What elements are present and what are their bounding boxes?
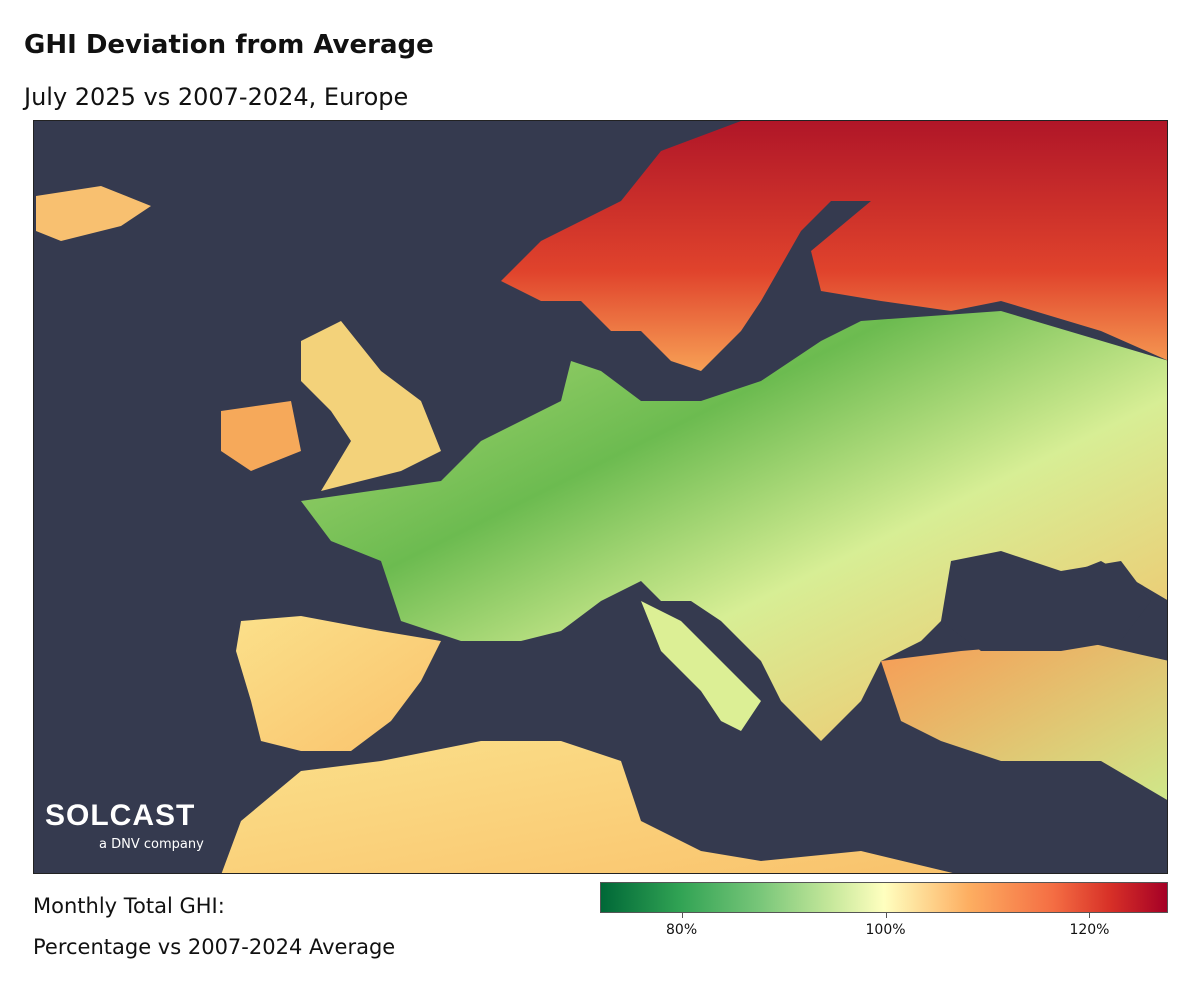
- colorbar-tick-label: 80%: [666, 922, 698, 938]
- land-iberia: [236, 616, 441, 751]
- land-north: [501, 121, 1167, 371]
- legend-label-line1: Monthly Total GHI:: [33, 894, 225, 918]
- ghi-deviation-map: SOLCAST a DNV company: [33, 120, 1168, 874]
- land-central-europe: [301, 311, 1167, 741]
- land-iceland: [36, 186, 151, 241]
- map-title: GHI Deviation from Average: [24, 30, 434, 60]
- map-svg: [36, 121, 1167, 873]
- colorbar: [600, 882, 1168, 913]
- colorbar-tick-label: 120%: [1069, 922, 1110, 938]
- land-north-africa: [221, 741, 953, 873]
- logo-tagline: a DNV company: [99, 837, 204, 852]
- legend-label-line2: Percentage vs 2007-2024 Average: [33, 935, 396, 959]
- colorbar-tick: [885, 913, 887, 918]
- colorbar-tick: [681, 913, 683, 918]
- colorbar-tick: [1089, 913, 1091, 918]
- solcast-logo: SOLCAST a DNV company: [45, 799, 204, 852]
- land-italy: [641, 601, 761, 731]
- land-ireland: [221, 401, 301, 471]
- map-subtitle: July 2025 vs 2007-2024, Europe: [24, 83, 409, 111]
- logo-brand: SOLCAST: [45, 799, 196, 832]
- land-great-britain: [301, 321, 441, 491]
- black-sea: [941, 551, 1151, 651]
- land-turkey: [881, 641, 1167, 800]
- colorbar-tick-label: 100%: [865, 922, 906, 938]
